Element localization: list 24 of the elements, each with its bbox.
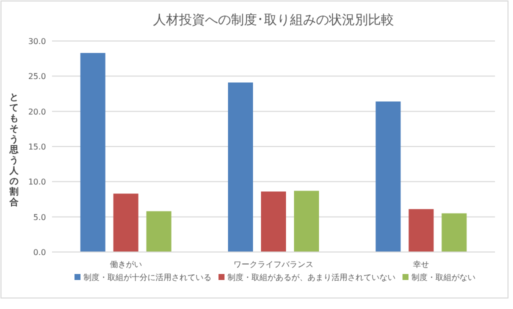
bar [228, 82, 253, 252]
y-tick-label: 0.0 [33, 248, 46, 257]
bar [376, 101, 401, 252]
x-tick-label: 幸せ [413, 260, 430, 269]
bar [442, 213, 467, 252]
y-tick-label: 20.0 [28, 107, 46, 116]
text: とてもそう思う人の割合 [10, 93, 18, 208]
y-tick-label: 5.0 [33, 212, 46, 222]
legend-label: 制度・取組が十分に活用されている [84, 273, 212, 282]
bar [261, 192, 286, 252]
y-tick-label: 25.0 [28, 72, 46, 82]
bar [408, 209, 434, 252]
legend-label: 制度・取組があるが、あまり活用されていない [228, 273, 396, 282]
legend-label: 制度・取組がない [412, 273, 476, 282]
y-tick-label: 10.0 [28, 178, 46, 187]
bar [113, 194, 138, 252]
bar [294, 190, 319, 252]
y-tick-label: 15.0 [28, 142, 46, 152]
y-tick-label: 30.0 [28, 37, 46, 46]
bar [80, 52, 106, 252]
x-tick-label: 働きがい [110, 260, 142, 269]
chart-title: 人材投資への制度･取り組みの状況別比較 [153, 12, 394, 28]
bar [146, 211, 172, 252]
x-tick-label: ワークライフバランス [234, 260, 314, 269]
